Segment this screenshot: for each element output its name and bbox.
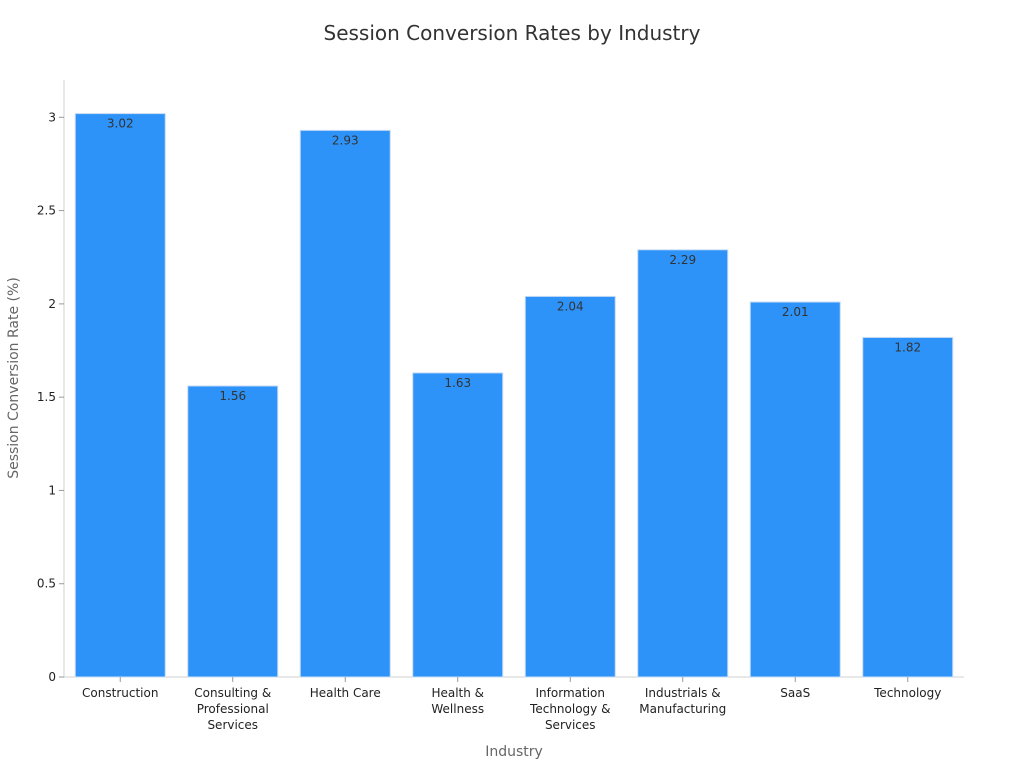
- bar: [412, 372, 504, 678]
- y-tick-label: 2.5: [37, 204, 56, 218]
- x-tick-label-line: Health &: [431, 686, 484, 700]
- x-tick-label: Industrials & Manufacturing: [639, 686, 726, 716]
- x-tick-label-line: Consulting &: [194, 686, 271, 700]
- y-tick-label: 0.5: [37, 577, 56, 591]
- x-tick-label-line: Industrials &: [645, 686, 721, 700]
- x-tick-label-line: Professional: [197, 702, 269, 716]
- x-tick-label: Consulting & Professional Services: [194, 686, 271, 732]
- x-tick-label: Health Care: [310, 686, 381, 700]
- x-tick-label-line: Wellness: [431, 702, 484, 716]
- y-tick-label: 0: [48, 670, 56, 684]
- x-tick-label: Information Technology & Services: [529, 686, 610, 732]
- plot-area: 0 0.5 1 1.5 2 2.5 3 3.02 Construction 1.56 Consult…: [37, 80, 964, 732]
- data-label: 2.93: [332, 133, 359, 147]
- bar: [862, 336, 954, 678]
- x-tick-label-line: Services: [207, 718, 258, 732]
- chart-title: Session Conversion Rates by Industry: [324, 21, 701, 45]
- x-tick-label-line: Technology: [873, 686, 941, 700]
- bar: [299, 129, 391, 678]
- y-tick-label: 2: [48, 297, 56, 311]
- y-tick-label: 1.5: [37, 390, 56, 404]
- x-tick-label-line: SaaS: [780, 686, 810, 700]
- data-label: 2.01: [782, 305, 809, 319]
- data-label: 1.82: [894, 340, 921, 354]
- bar: [524, 295, 616, 678]
- x-axis-title: Industry: [485, 744, 543, 760]
- bar: [637, 249, 729, 678]
- y-axis-title: Session Conversion Rate (%): [6, 277, 22, 479]
- x-tick-label: SaaS: [780, 686, 810, 700]
- bar: [749, 301, 841, 678]
- x-tick-label-line: Technology &: [529, 702, 610, 716]
- data-label: 1.63: [444, 376, 471, 390]
- y-tick-label: 1: [48, 483, 56, 497]
- data-label: 2.04: [557, 299, 584, 313]
- x-tick-label-line: Manufacturing: [639, 702, 726, 716]
- x-tick-label-line: Information: [536, 686, 605, 700]
- x-tick-label-line: Services: [545, 718, 596, 732]
- bar: [187, 385, 279, 678]
- x-tick-label: Health & Wellness: [431, 686, 484, 716]
- x-tick-label: Technology: [873, 686, 941, 700]
- x-tick-label: Construction: [82, 686, 158, 700]
- y-tick-label: 3: [48, 110, 56, 124]
- bar: [74, 113, 166, 678]
- data-label: 1.56: [219, 389, 246, 403]
- data-label: 3.02: [107, 117, 134, 131]
- x-tick-label-line: Construction: [82, 686, 158, 700]
- data-label: 2.29: [669, 253, 696, 267]
- x-tick-label-line: Health Care: [310, 686, 381, 700]
